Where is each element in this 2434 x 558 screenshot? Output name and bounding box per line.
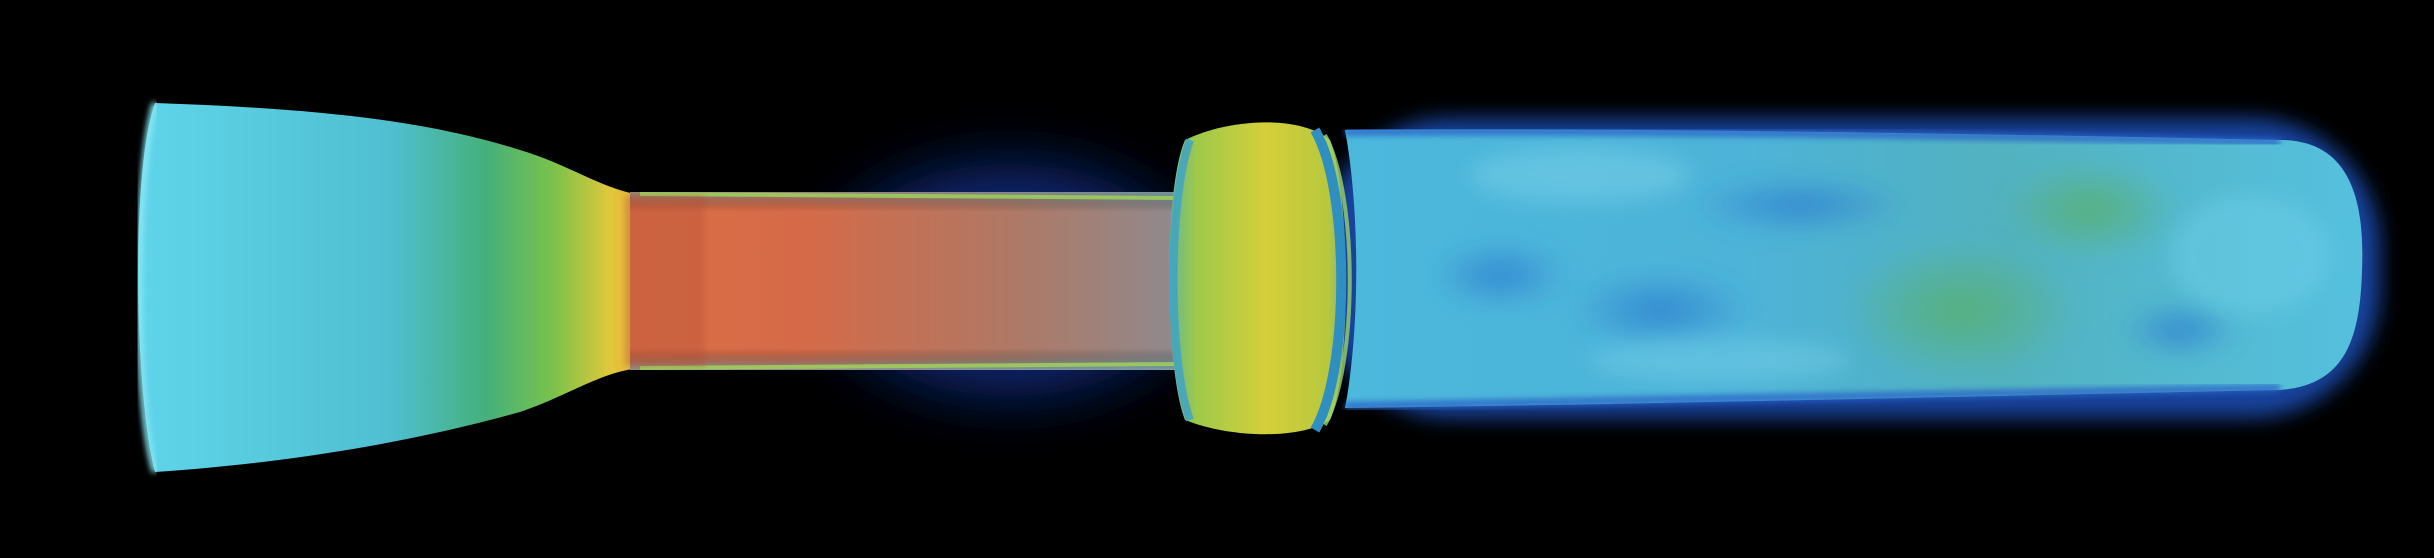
plume-swirl-blue-3 (1690, 175, 1910, 235)
inlet-expansion (138, 103, 700, 472)
plume-swirl-light-2 (1590, 338, 1850, 382)
plume-top-edge (1344, 127, 2281, 146)
inlet-edge (136, 102, 158, 473)
plume-swirl-blue-2 (1570, 270, 1750, 350)
shock-disk-rim-highlight (1323, 134, 1352, 426)
plume-swirl-blue-1 (1430, 240, 1570, 310)
core-jet-texture (625, 196, 705, 366)
plume-swirl-light-3 (2170, 195, 2330, 315)
plume-swirl-blue-4 (2120, 300, 2240, 360)
shock-disk-rim (1310, 127, 1347, 433)
shock-disk-left-edge (1169, 138, 1194, 422)
plume-swirl-green-1 (1840, 240, 2080, 380)
plume-swirl-green-2 (2000, 160, 2180, 260)
shock-disk (1169, 122, 1346, 435)
core-jet-shading (630, 192, 1190, 370)
plume-swirl-light-1 (1470, 147, 1690, 203)
plume-bottom-edge (1344, 384, 2281, 410)
core-jet-bottom-edge (639, 362, 1186, 370)
core-jet-top-edge (639, 192, 1186, 200)
